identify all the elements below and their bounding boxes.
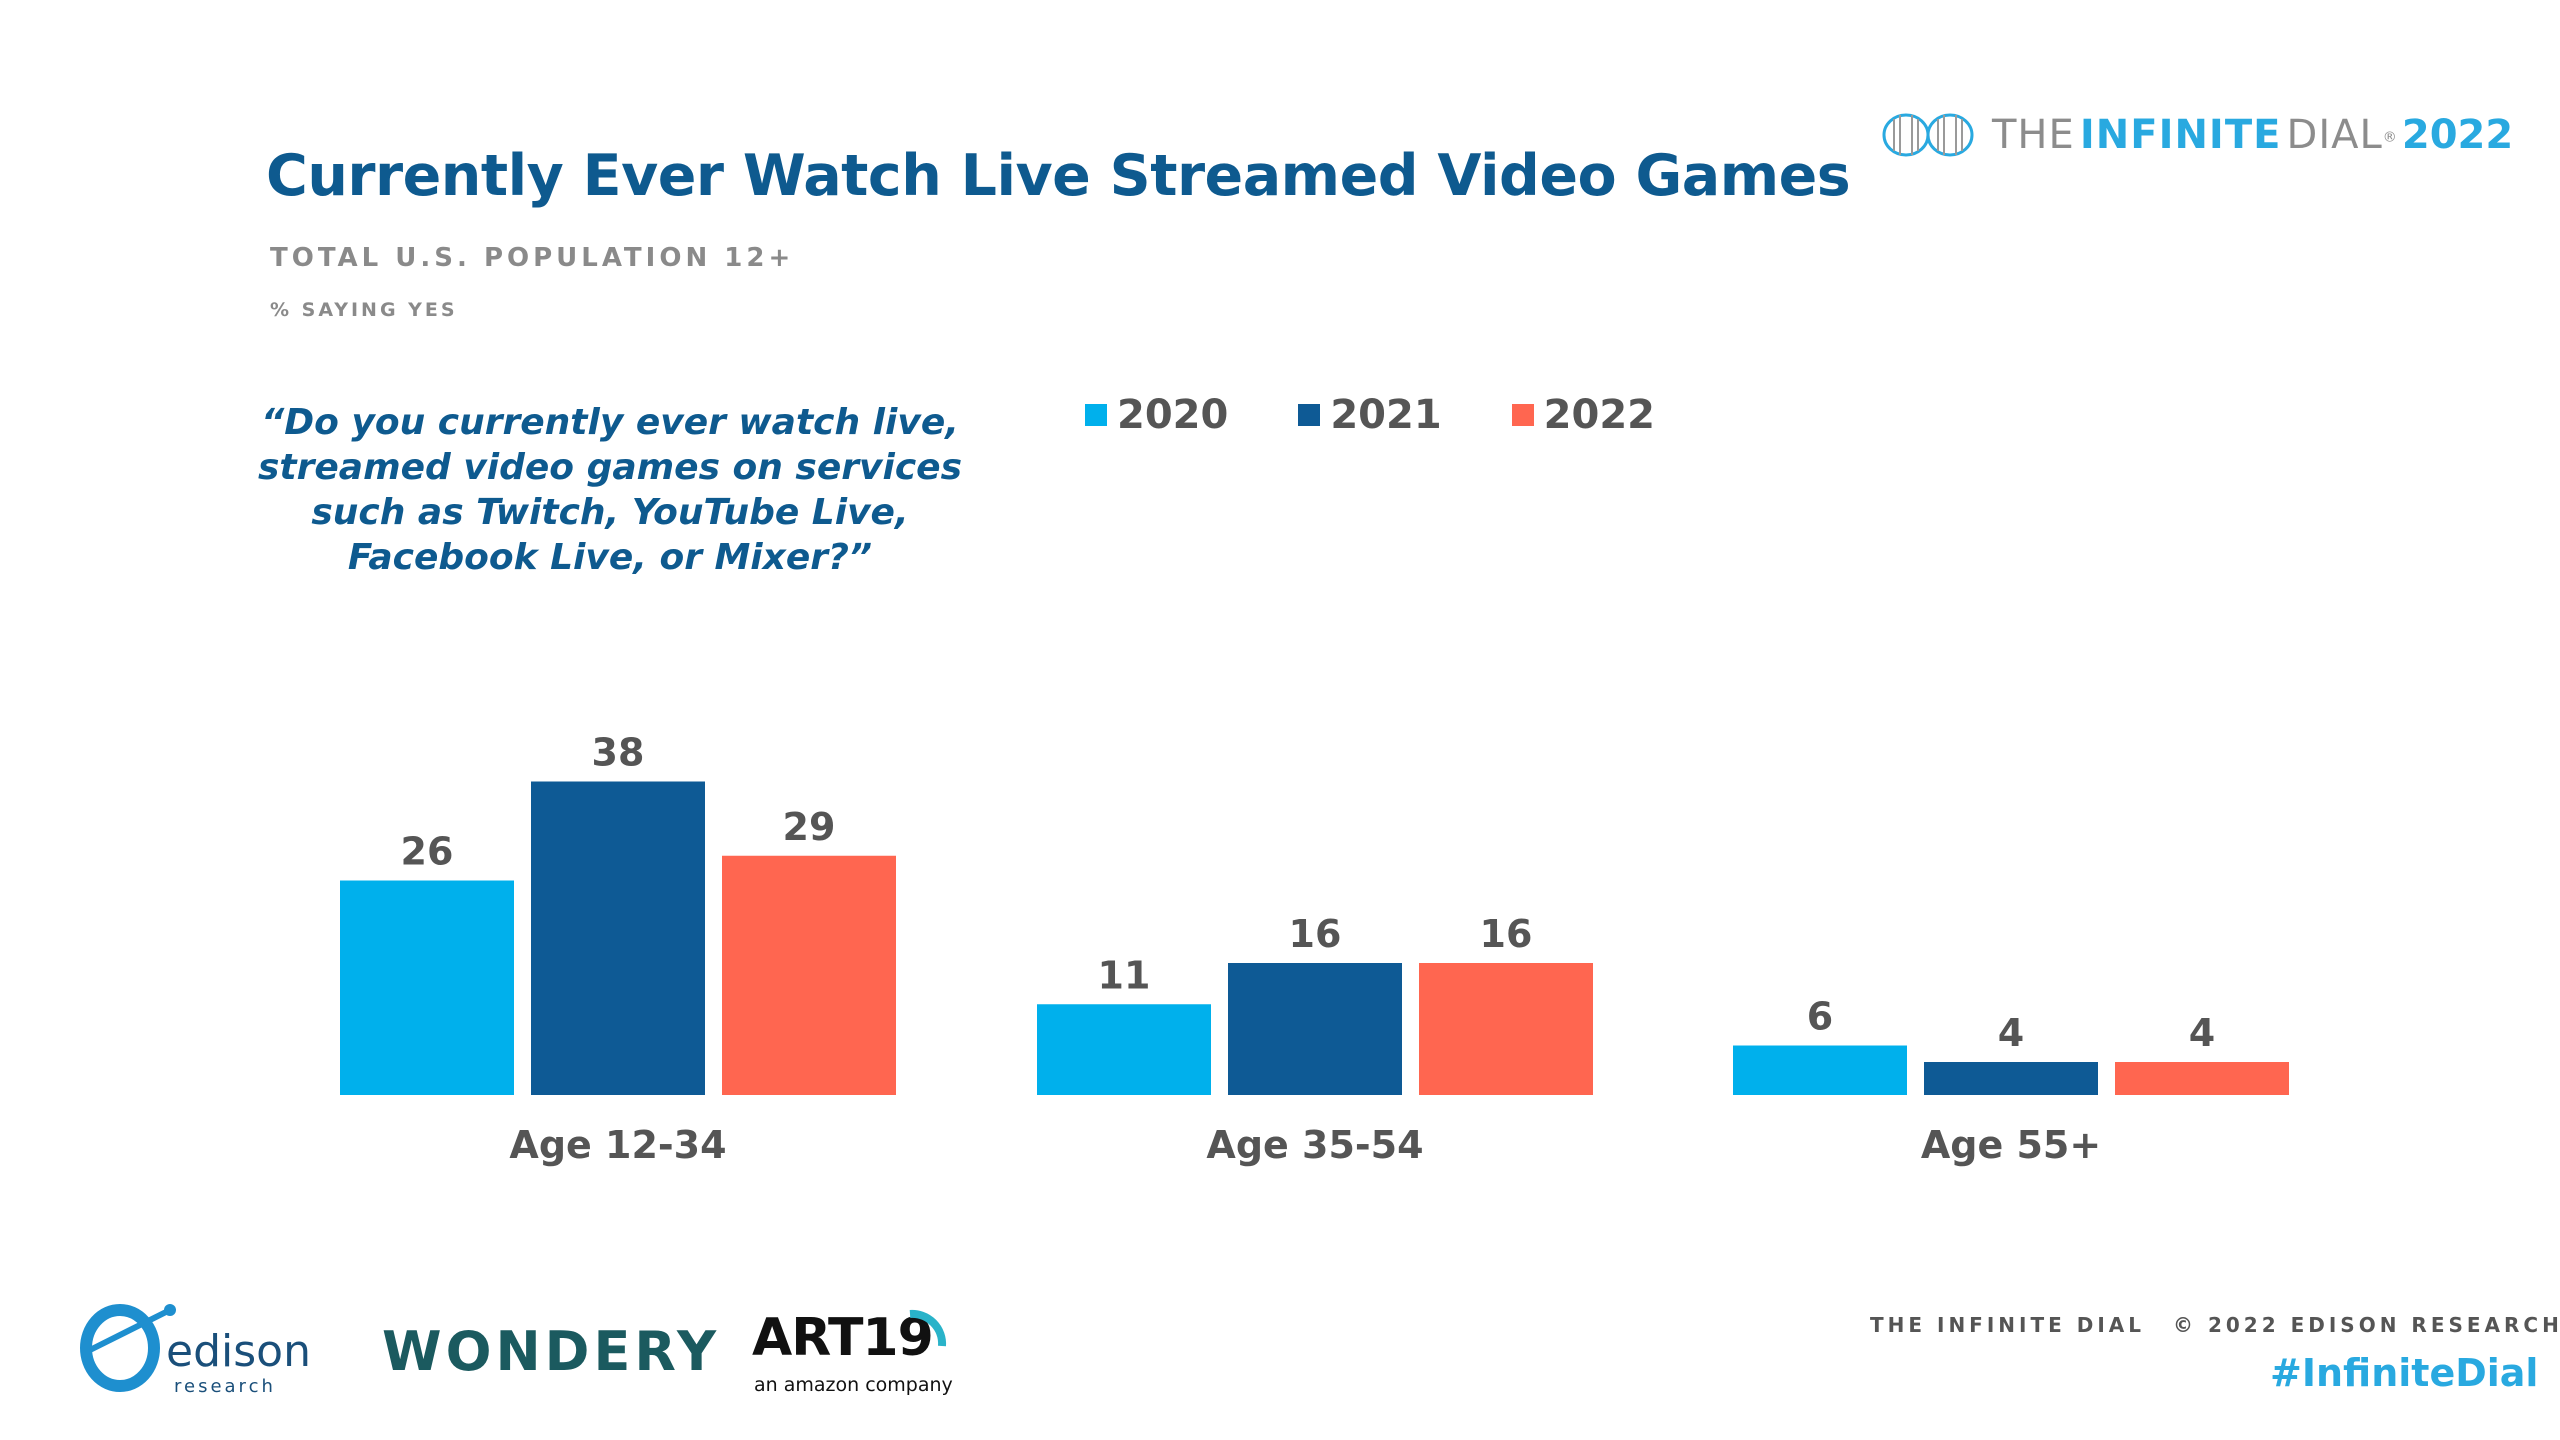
wondery-logo: WONDERY xyxy=(382,1320,721,1383)
data-label-2022-2: 4 xyxy=(2189,1011,2215,1055)
category-label-0: Age 12-34 xyxy=(509,1123,726,1167)
hashtag: #InfiniteDial xyxy=(2270,1351,2539,1395)
data-label-2020-2: 6 xyxy=(1807,995,1833,1039)
data-label-2021-2: 4 xyxy=(1998,1011,2024,1055)
legend-label-2021: 2021 xyxy=(1330,392,1442,438)
category-label-2: Age 55+ xyxy=(1921,1123,2101,1167)
art19-logo: ART19 an amazon company xyxy=(752,1308,962,1418)
art19-wordmark: ART19 xyxy=(752,1308,934,1368)
footer-right: © 2022 EDISON RESEARCH xyxy=(2173,1313,2560,1337)
survey-question: “Do you currently ever watch live, strea… xyxy=(257,402,963,578)
data-label-2020-1: 11 xyxy=(1098,953,1151,997)
infinite-dial-logo-icon xyxy=(1882,113,1974,157)
chart-subtitle: TOTAL U.S. POPULATION 12+ xyxy=(270,243,795,273)
brand-year: 2022 xyxy=(2401,112,2514,158)
brand-infinite: INFINITE xyxy=(2079,112,2282,158)
category-label-1: Age 35-54 xyxy=(1206,1123,1423,1167)
bar-2021-1 xyxy=(1228,963,1402,1095)
data-label-2022-0: 29 xyxy=(783,805,836,849)
legend-item-2022: 2022 xyxy=(1511,392,1655,438)
art19-arc-icon xyxy=(909,1309,947,1347)
data-label-2021-0: 38 xyxy=(592,731,645,775)
brand-the: THE xyxy=(1992,112,2075,158)
brand-registered-mark: ® xyxy=(2382,129,2397,146)
data-label-2022-1: 16 xyxy=(1480,912,1533,956)
brand-dial: DIAL xyxy=(2286,112,2383,158)
art19-sub: an amazon company xyxy=(754,1374,953,1396)
bar-2021-0 xyxy=(531,781,705,1095)
chart-title: Currently Ever Watch Live Streamed Video… xyxy=(266,143,1851,209)
data-label-2020-0: 26 xyxy=(401,830,454,874)
legend-swatch-2021 xyxy=(1298,404,1321,426)
chart-note: % SAYING YES xyxy=(270,299,458,321)
edison-sub: research xyxy=(174,1376,276,1397)
bar-2021-2 xyxy=(1924,1062,2098,1095)
footer-left: THE INFINITE DIAL xyxy=(1870,1313,2146,1337)
legend-swatch-2020 xyxy=(1085,404,1107,426)
data-label-2021-1: 16 xyxy=(1289,912,1342,956)
bar-2020-0 xyxy=(340,880,514,1095)
footer-credit: THE INFINITE DIAL © 2022 EDISON RESEARCH xyxy=(1870,1313,2560,1337)
legend-swatch-2022 xyxy=(1511,404,1534,426)
bar-2020-2 xyxy=(1733,1045,1907,1095)
bar-2020-1 xyxy=(1037,1004,1211,1095)
legend-label-2020: 2020 xyxy=(1117,392,1229,438)
legend-item-2021: 2021 xyxy=(1298,392,1442,438)
legend-item-2020: 2020 xyxy=(1085,392,1228,438)
bar-2022-1 xyxy=(1419,963,1593,1095)
edison-wordmark: edison xyxy=(166,1326,311,1377)
infinite-dial-brand: THE INFINITE DIAL® 2022 xyxy=(1878,105,2513,165)
legend-label-2022: 2022 xyxy=(1543,392,1655,438)
edison-research-logo: edison research xyxy=(70,1290,320,1410)
bar-2022-0 xyxy=(722,855,896,1095)
chart-legend: 2020 2021 2022 xyxy=(1085,392,1655,438)
bar-2022-2 xyxy=(2115,1062,2289,1095)
